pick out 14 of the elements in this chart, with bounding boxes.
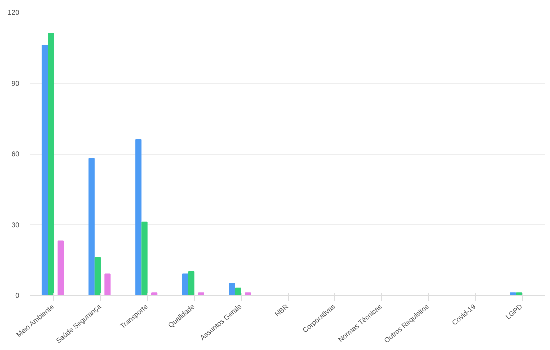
bar: [142, 222, 148, 296]
bar: [94, 257, 101, 296]
bar: [104, 274, 111, 296]
bar: [42, 45, 48, 296]
bar: [235, 288, 242, 296]
bar: [48, 33, 54, 296]
bar: [88, 158, 95, 296]
bar: [516, 292, 522, 296]
bar: [245, 292, 252, 296]
bar: [182, 274, 189, 296]
bar: [229, 283, 236, 296]
bar: [188, 271, 195, 296]
bar: [58, 240, 64, 296]
bar: [136, 139, 142, 296]
